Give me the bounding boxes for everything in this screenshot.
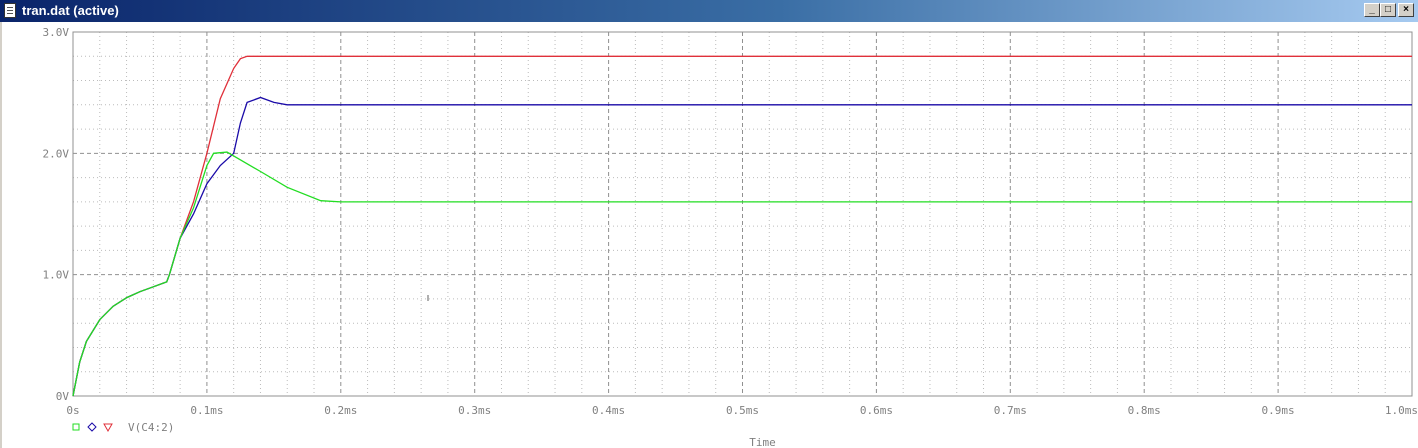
maximize-button[interactable]: □ [1380, 3, 1396, 17]
x-tick-label: 0.2ms [324, 404, 357, 417]
window-title: tran.dat (active) [22, 3, 119, 18]
y-tick-label: 2.0V [43, 147, 70, 160]
x-tick-label: 0.9ms [1262, 404, 1295, 417]
y-tick-label: 3.0V [43, 26, 70, 39]
y-tick-label: 1.0V [43, 269, 70, 282]
plot-frame-rect [72, 31, 1413, 397]
x-tick-label: 0.7ms [994, 404, 1027, 417]
x-tick-label: 0.8ms [1128, 404, 1161, 417]
y-tick-label: 0V [56, 390, 70, 403]
x-tick-label: 0s [66, 404, 79, 417]
x-tick-label: 0.6ms [860, 404, 893, 417]
transient-chart: 0V 1.0V 2.0V 3.0V 0s 0.1ms 0.2ms 0.3ms 0.4ms 0.5m… [43, 26, 1418, 448]
series-line-green [72, 151, 1412, 397]
x-axis-title: Time [749, 436, 776, 448]
window-titlebar: tran.dat (active) _ □ × [0, 0, 1418, 22]
legend-square-icon [72, 423, 80, 431]
minimize-button[interactable]: _ [1364, 3, 1380, 17]
plot-area: 0V 1.0V 2.0V 3.0V 0s 0.1ms 0.2ms 0.3ms 0.4ms 0.5m… [0, 22, 1418, 448]
x-tick-label: 1.0ms [1385, 404, 1418, 417]
legend-label: V(C4:2) [128, 421, 174, 434]
x-tick-label: 0.1ms [190, 404, 223, 417]
legend-triangle-icon [103, 423, 113, 433]
close-button[interactable]: × [1398, 3, 1414, 17]
document-icon [4, 3, 16, 18]
x-tick-label: 0.5ms [726, 404, 759, 417]
legend-diamond-icon [87, 422, 97, 432]
x-tick-label: 0.4ms [592, 404, 625, 417]
x-tick-label: 0.3ms [458, 404, 491, 417]
series-line-blue [72, 96, 1412, 397]
